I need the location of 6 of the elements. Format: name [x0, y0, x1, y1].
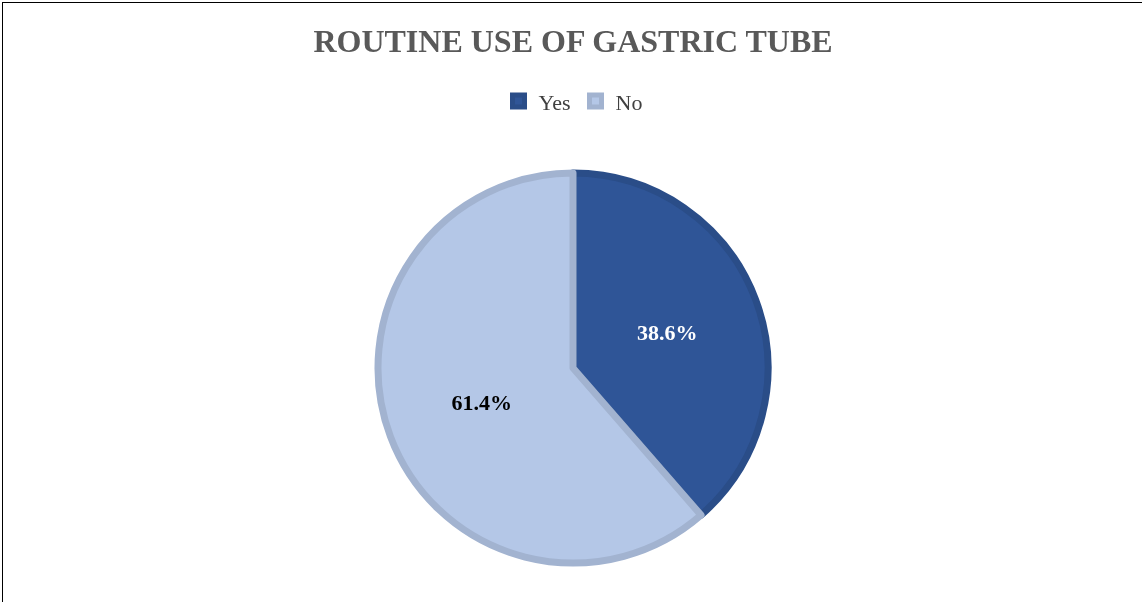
chart-title: ROUTINE USE OF GASTRIC TUBE	[313, 23, 833, 60]
legend-label: No	[615, 89, 643, 115]
data-label: 61.4%	[451, 389, 512, 415]
pie-slice	[374, 169, 705, 567]
legend-label: Yes	[538, 89, 571, 115]
data-label: 38.6%	[637, 320, 698, 346]
